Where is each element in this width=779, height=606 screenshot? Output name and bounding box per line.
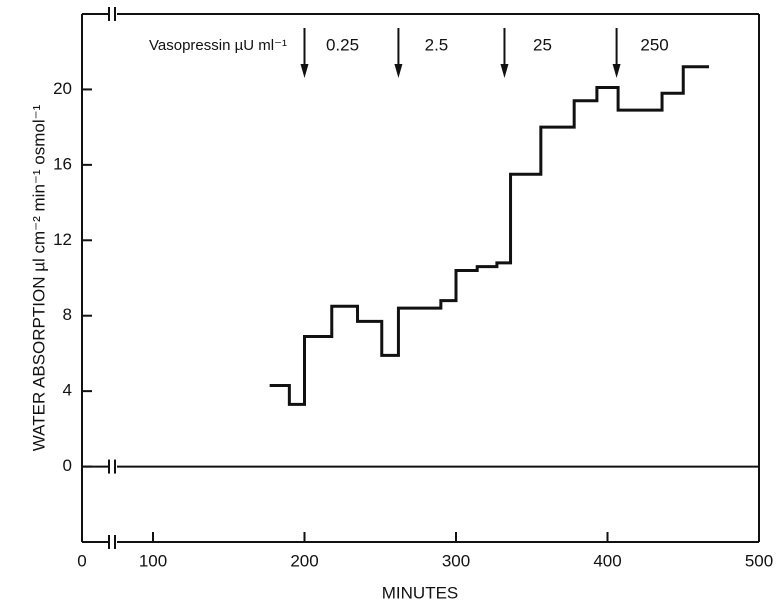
x-tick-label: 100 bbox=[139, 551, 167, 570]
arrow-head bbox=[300, 64, 309, 78]
arrow-label: 0.25 bbox=[326, 35, 359, 54]
x-tick-label: 200 bbox=[290, 551, 318, 570]
arrow-label: 2.5 bbox=[425, 35, 449, 54]
y-tick-label: 8 bbox=[63, 305, 72, 324]
x-tick-label: 0 bbox=[77, 551, 86, 570]
y-tick-label: 12 bbox=[53, 230, 72, 249]
arrow-head bbox=[612, 64, 621, 78]
x-tick-label: 500 bbox=[745, 551, 773, 570]
arrow-head bbox=[394, 64, 403, 78]
arrow-label: 25 bbox=[533, 35, 552, 54]
arrow-head bbox=[500, 64, 509, 78]
y-tick-label: 20 bbox=[53, 79, 72, 98]
y-axis-label: WATER ABSORPTION µl cm⁻² min⁻¹ osmol⁻¹ bbox=[29, 104, 48, 451]
x-axis-label: MINUTES bbox=[382, 583, 459, 602]
arrow-label: 250 bbox=[640, 35, 668, 54]
y-tick-label: 16 bbox=[53, 154, 72, 173]
step-line bbox=[269, 65, 710, 406]
annotation: Vasopressin µU ml⁻¹ bbox=[149, 37, 287, 54]
y-tick-label: 4 bbox=[63, 381, 72, 400]
x-tick-label: 300 bbox=[442, 551, 470, 570]
x-tick-label: 400 bbox=[593, 551, 621, 570]
y-tick-label: 0 bbox=[63, 456, 72, 475]
